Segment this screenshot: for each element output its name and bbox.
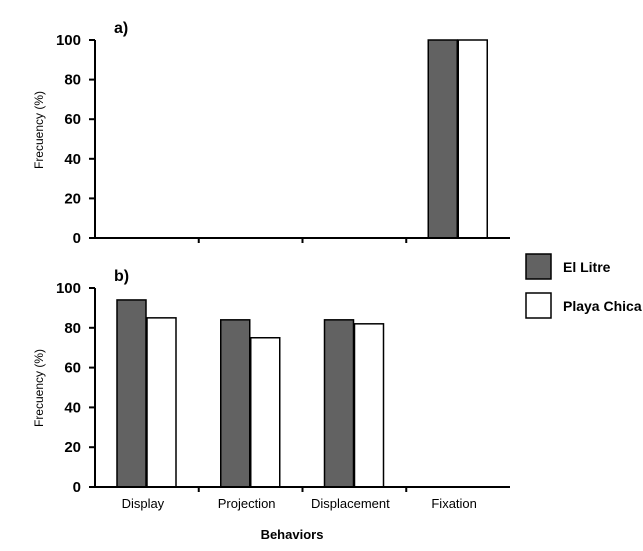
panel-b-y-axis-label: Frecuency (%) — [32, 349, 46, 427]
panel-b-label: b) — [114, 268, 129, 285]
bar-b-playa-chica-display — [146, 317, 177, 488]
y-tick-label-a-40: 40 — [64, 151, 81, 168]
panel-b: b) Frecuency (%) 0 20 40 60 80 100 Display Pro… — [32, 268, 510, 542]
legend-label-el-litre: El Litre — [563, 259, 611, 275]
panel-a-bars — [427, 39, 488, 239]
panel-b-x-ticks — [197, 487, 408, 492]
y-tick-label-b-100: 100 — [56, 280, 81, 297]
bar-b-el-litre-displacement — [323, 319, 355, 488]
bar-b-el-litre-display — [116, 299, 147, 488]
y-tick-label-a-60: 60 — [64, 111, 81, 128]
y-tick-label-a-100: 100 — [56, 32, 81, 49]
panel-a-x-ticks — [197, 238, 408, 243]
panel-a: a) Frecuency (%) 0 20 40 60 80 100 — [32, 20, 510, 247]
legend: El Litre Playa Chica — [525, 253, 642, 319]
panel-b-bars — [116, 299, 385, 488]
x-tick-label-fixation: Fixation — [431, 496, 477, 511]
x-axis-title: Behaviors — [261, 527, 324, 542]
panel-a-label: a) — [114, 20, 128, 37]
x-tick-label-projection: Projection — [218, 496, 276, 511]
y-tick-label-b-60: 60 — [64, 360, 81, 377]
panel-b-y-ticks: 0 20 40 60 80 100 — [56, 280, 95, 496]
x-tick-label-display: Display — [122, 496, 165, 511]
y-tick-label-b-20: 20 — [64, 439, 81, 456]
y-tick-label-b-0: 0 — [73, 479, 81, 496]
bar-b-playa-chica-displacement — [353, 323, 385, 488]
bar-b-playa-chica-projection — [250, 337, 281, 488]
y-tick-label-a-80: 80 — [64, 72, 81, 89]
y-tick-label-a-20: 20 — [64, 190, 81, 207]
panel-b-x-tick-labels: Display Projection Displacement Fixation — [122, 496, 477, 511]
y-tick-label-a-0: 0 — [73, 230, 81, 247]
panel-a-y-ticks: 0 20 40 60 80 100 — [56, 32, 95, 247]
bar-b-el-litre-projection — [220, 319, 251, 488]
legend-swatch-playa-chica — [525, 292, 552, 319]
bar-a-el-litre-fixation — [427, 39, 458, 239]
y-tick-label-b-80: 80 — [64, 320, 81, 337]
x-tick-label-displacement: Displacement — [311, 496, 390, 511]
legend-swatch-el-litre — [525, 253, 552, 280]
bar-a-playa-chica-fixation — [457, 39, 488, 239]
y-tick-label-b-40: 40 — [64, 399, 81, 416]
panel-a-y-axis-label: Frecuency (%) — [32, 91, 46, 169]
legend-label-playa-chica: Playa Chica — [563, 298, 642, 314]
